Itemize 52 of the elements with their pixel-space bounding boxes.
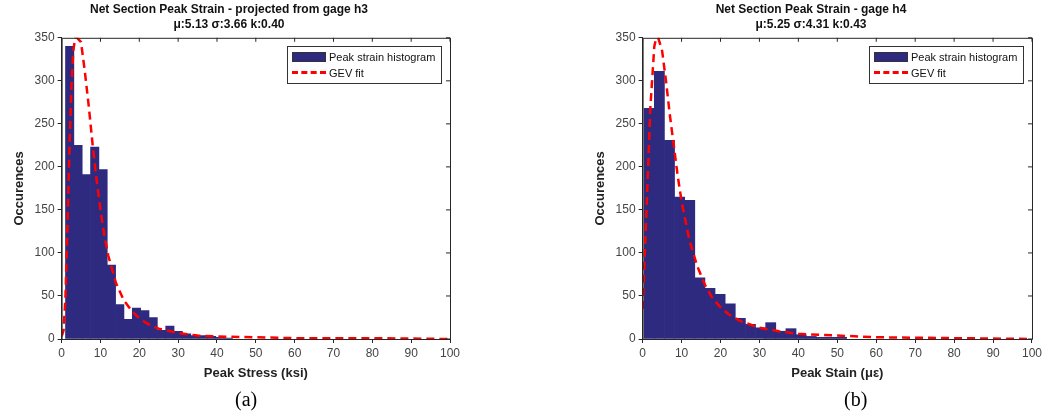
chart-subtitle: μ:5.25 σ:4.31 k:0.43 [755,16,867,31]
x-tick-label: 30 [171,345,186,360]
x-tick-label: 10 [674,345,689,360]
x-tick-label: 100 [439,345,461,360]
x-tick-label: 90 [404,345,419,360]
x-tick-label: 40 [210,345,224,360]
x-tick-label: 80 [947,345,962,360]
x-axis-title: Peak Stain (με) [791,364,884,380]
legend-label: GEV fit [329,66,364,79]
x-tick-label: 10 [93,345,108,360]
x-tick-label: 70 [326,345,341,360]
x-tick-label: 40 [791,345,806,360]
y-tick-label: 250 [34,116,55,131]
x-tick-label: 100 [1021,345,1043,360]
y-tick-label: 350 [34,30,55,45]
x-tick-label: 60 [287,345,302,360]
x-tick-label: 20 [713,345,728,360]
legend-label: Peak strain histogram [910,50,1018,63]
text: (b) [844,388,868,411]
y-tick-label: 100 [34,245,55,260]
y-axis-title: Occurences [592,151,608,226]
x-tick-label: 30 [752,345,767,360]
x-tick-label: 50 [249,345,263,360]
x-tick-label: 80 [365,345,380,360]
y-axis-title: Occurences [11,151,27,226]
y-tick-label: 50 [41,288,55,303]
x-axis-title: Peak Stress (ksi) [203,364,308,380]
x-tick-label: 20 [132,345,147,360]
x-tick-label: 70 [908,345,923,360]
y-tick-label: 350 [615,30,636,45]
y-tick-label: 300 [34,73,55,88]
legend-label: GEV fit [910,66,946,79]
y-tick-label: 150 [34,202,55,217]
text: (a) [235,388,258,411]
y-tick-label: 100 [615,245,636,260]
chart-title: Net Section Peak Strain - projected from gage h3 [89,1,369,16]
chart-subtitle: μ:5.13 σ:3.66 k:0.40 [173,16,285,31]
x-tick-label: 90 [986,345,1001,360]
y-tick-label: 300 [615,73,636,88]
y-tick-label: 200 [615,159,636,174]
y-tick-label: 250 [615,116,636,131]
y-tick-label: 0 [47,331,55,346]
x-tick-label: 0 [639,345,647,360]
y-tick-label: 150 [615,202,636,217]
x-tick-label: 50 [830,345,845,360]
y-tick-label: 50 [622,288,636,303]
legend-label: Peak strain histogram [329,50,436,63]
chart-title: Net Section Peak Strain - gage h4 [715,1,907,16]
x-tick-label: 0 [58,345,66,360]
y-tick-label: 0 [628,331,636,346]
x-tick-label: 60 [869,345,884,360]
y-tick-label: 200 [34,159,55,174]
